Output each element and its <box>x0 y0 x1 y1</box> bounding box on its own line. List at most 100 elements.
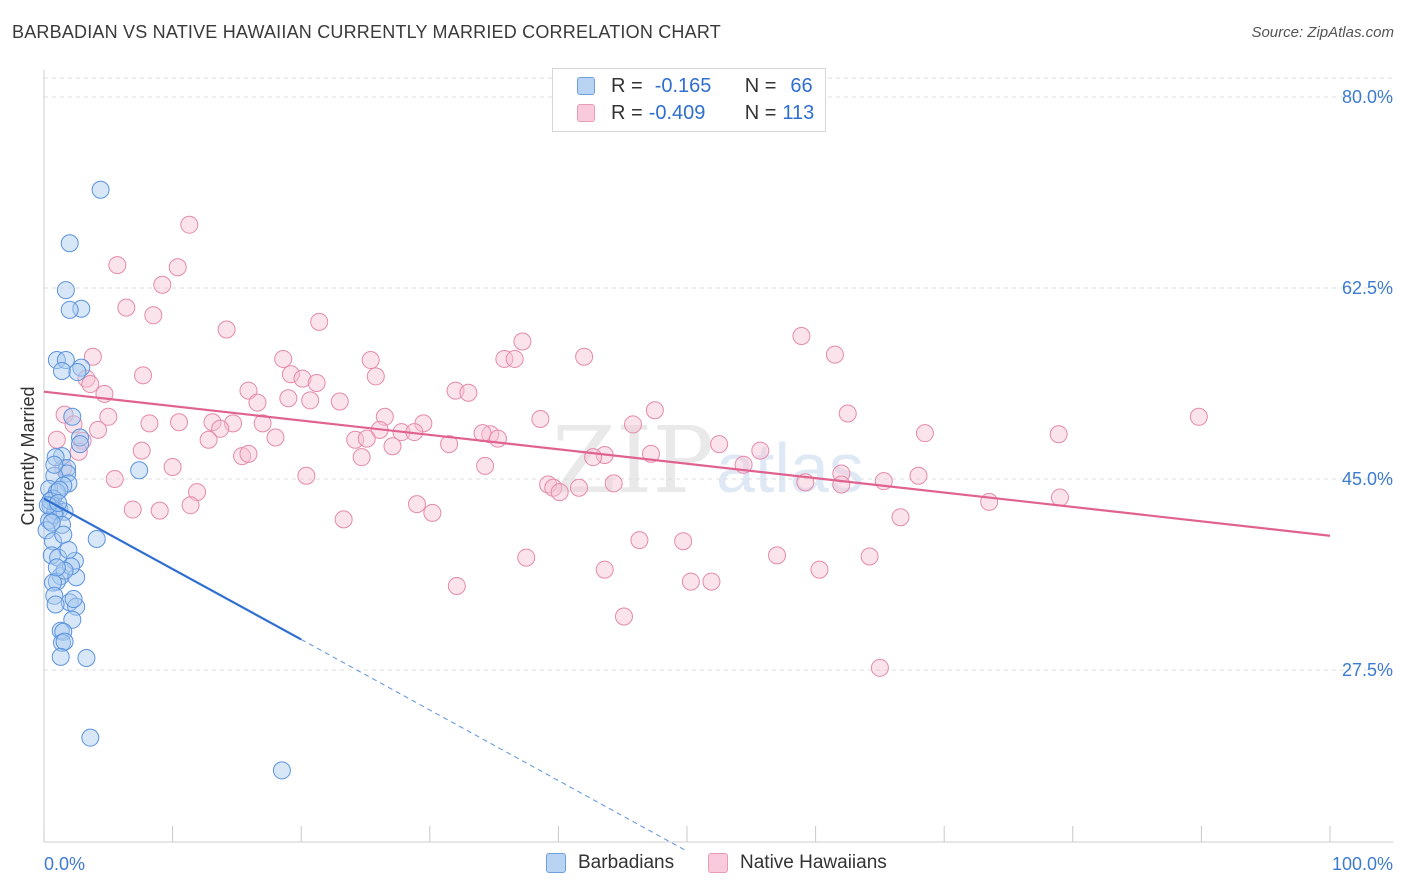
barbadians-point <box>77 648 96 667</box>
bottom-legend-label: Native Hawaiians <box>740 852 887 873</box>
native-hawaiians-point <box>239 444 258 463</box>
native-hawaiians-point <box>1050 488 1069 507</box>
barbadians-point <box>72 299 91 318</box>
native-hawaiians-point <box>357 429 376 448</box>
native-hawaiians-point <box>838 404 857 423</box>
native-hawaiians-point <box>181 496 200 515</box>
y-tick-label: 27.5% <box>1342 660 1393 680</box>
native-hawaiians-point <box>132 441 151 460</box>
barbadians-point <box>47 558 66 577</box>
native-hawaiians-point <box>150 501 169 520</box>
native-hawaiians-point <box>870 658 889 677</box>
native-hawaiians-point <box>459 383 478 402</box>
native-hawaiians-point <box>447 576 466 595</box>
native-hawaiians-point <box>47 430 66 449</box>
barbadians-trend-extension <box>300 639 688 852</box>
legend-r-label: R = <box>611 101 643 124</box>
native-hawaiians-point <box>681 572 700 591</box>
native-hawaiians-point <box>361 351 380 370</box>
native-hawaiians-point <box>217 320 236 339</box>
barbadians-point <box>42 513 61 532</box>
native-hawaiians-point <box>440 435 459 454</box>
native-hawaiians-point <box>73 431 92 450</box>
native-hawaiians-point <box>768 546 787 565</box>
barbadians-points <box>37 180 291 780</box>
native-hawaiians-point <box>832 475 851 494</box>
barbadians-point <box>50 480 69 499</box>
barbadians-point <box>63 407 82 426</box>
native-hawaiians-point <box>891 508 910 527</box>
native-hawaiians-point <box>710 435 729 454</box>
chart-title: BARBADIAN VS NATIVE HAWAIIAN CURRENTLY M… <box>12 22 721 42</box>
native-hawaiians-point <box>810 560 829 579</box>
barbadians-point <box>46 595 65 614</box>
stats-legend: R = -0.165 N = 66 R = -0.409 N = 113 <box>552 68 826 132</box>
native-hawaiians-point <box>123 500 142 519</box>
native-hawaiians-point <box>233 447 252 466</box>
native-hawaiians-point <box>293 369 312 388</box>
barbadians-point <box>60 300 79 319</box>
native-hawaiians-point <box>495 349 514 368</box>
native-hawaiians-point <box>825 345 844 364</box>
legend-row-native-hawaiians: R = -0.409 N = 113 <box>577 100 814 126</box>
barbadians-point <box>87 530 106 549</box>
barbadians-point <box>64 590 83 609</box>
barbadians-point <box>51 647 70 666</box>
barbadians-point <box>91 180 110 199</box>
barbadians-point <box>54 525 73 544</box>
barbadians-point <box>42 546 61 565</box>
native-hawaiians-point <box>513 332 532 351</box>
native-hawaiians-point <box>168 258 187 277</box>
watermark-atlas: atlas <box>716 429 864 507</box>
native-hawaiians-point <box>203 413 222 432</box>
native-hawaiians-point <box>163 457 182 476</box>
y-tick-label: 62.5% <box>1342 278 1393 298</box>
native-hawaiians-point <box>488 429 507 448</box>
legend-row-barbadians: R = -0.165 N = 66 <box>577 73 813 99</box>
native-hawaiians-point <box>301 391 320 410</box>
native-hawaiians-point <box>117 298 136 317</box>
native-hawaiians-point <box>153 275 172 294</box>
native-hawaiians-point <box>108 256 127 275</box>
legend-n-value: 113 <box>782 101 815 124</box>
barbadians-trend-line <box>43 497 302 641</box>
source-label: Source: ZipAtlas.com <box>1251 24 1394 41</box>
native-hawaiians-point <box>751 441 770 460</box>
native-hawaiians-point <box>334 510 353 529</box>
native-hawaiians-point <box>575 347 594 366</box>
native-hawaiians-point <box>55 405 74 424</box>
native-hawaiians-point <box>134 366 153 385</box>
barbadians-point <box>56 281 75 300</box>
y-tick-labels: 27.5% 45.0% 62.5% 80.0% <box>1342 87 1393 680</box>
barbadians-point <box>44 573 63 592</box>
native-hawaiians-point <box>199 430 218 449</box>
barbadians-point <box>46 448 65 467</box>
native-hawaiians-point <box>595 560 614 579</box>
native-hawaiians-trend-line <box>43 390 1331 537</box>
native-hawaiians-point <box>346 430 365 449</box>
barbadians-point <box>47 351 66 370</box>
native-hawaiians-point <box>909 466 928 485</box>
native-hawaiians-point <box>584 448 603 467</box>
native-hawaiians-point <box>630 531 649 550</box>
barbadians-point <box>272 761 291 780</box>
native-hawaiians-point <box>211 419 230 438</box>
trend-lines <box>43 390 1331 852</box>
barbadians-point <box>49 494 68 513</box>
barbadians-point <box>53 361 72 380</box>
native-hawaiians-point <box>792 327 811 346</box>
native-hawaiians-point <box>83 347 102 366</box>
native-hawaiians-point <box>1049 425 1068 444</box>
native-hawaiians-point <box>366 367 385 386</box>
native-hawaiians-point <box>407 495 426 514</box>
legend-n-label: N = <box>744 74 777 97</box>
legend-r-label: R = <box>611 74 643 97</box>
native-hawaiians-point <box>105 470 124 488</box>
native-hawaiians-point <box>180 215 199 234</box>
native-hawaiians-point <box>517 548 536 567</box>
legend-n-label: N = <box>744 101 777 124</box>
barbadians-point <box>68 363 87 382</box>
native-hawaiians-point <box>604 474 623 493</box>
native-hawaiians-point <box>266 428 285 447</box>
legend-r-value: -0.409 <box>648 101 706 124</box>
